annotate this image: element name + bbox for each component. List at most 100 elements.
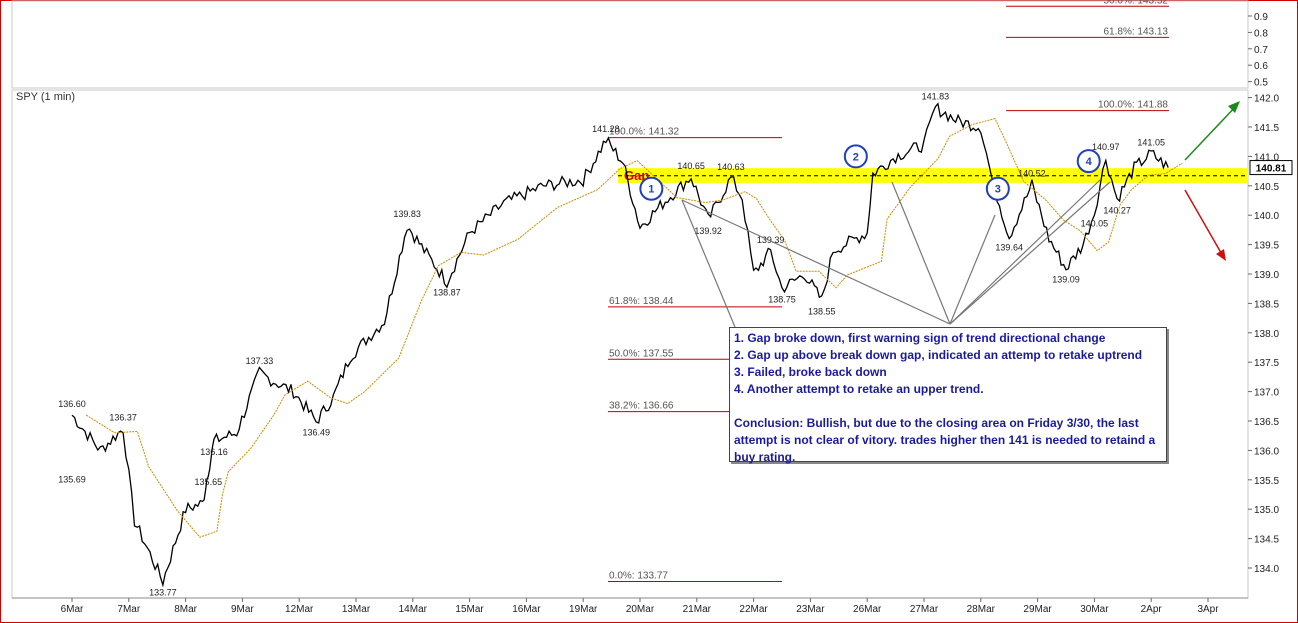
marker-number: 1 xyxy=(648,184,654,196)
fib-level-label: 100.0%: 141.88 xyxy=(1098,100,1168,111)
x-tick-label: 8Mar xyxy=(174,604,197,615)
y-tick-label-upper: 0.8 xyxy=(1254,28,1268,39)
y-tick-label: 139.0 xyxy=(1254,270,1279,281)
x-tick-label: 9Mar xyxy=(231,604,254,615)
fib-level-label: 61.8%: 138.44 xyxy=(609,296,674,307)
x-tick-label: 13Mar xyxy=(342,604,371,615)
y-tick-label: 136.0 xyxy=(1254,446,1279,457)
x-tick-label: 15Mar xyxy=(455,604,484,615)
annotation-pointer xyxy=(949,179,1101,325)
price-label: 140.65 xyxy=(677,161,705,171)
price-label: 140.05 xyxy=(1081,218,1109,228)
y-tick-label: 138.0 xyxy=(1254,329,1279,340)
price-label: 140.97 xyxy=(1092,142,1120,152)
y-tick-label: 141.5 xyxy=(1254,123,1279,134)
price-label: 135.65 xyxy=(195,477,223,487)
price-label: 140.27 xyxy=(1103,205,1131,215)
annotation-pointer xyxy=(891,181,951,325)
x-tick-label: 7Mar xyxy=(117,604,140,615)
moving-average-line xyxy=(85,118,1183,538)
note-spacer xyxy=(734,398,1162,415)
fib-level-label: 38.2%: 136.66 xyxy=(609,401,674,412)
note-line-4: 4. Another attempt to retake an upper tr… xyxy=(734,382,984,396)
x-tick-label: 21Mar xyxy=(683,604,712,615)
price-label: 133.77 xyxy=(149,588,177,598)
y-tick-label: 141.0 xyxy=(1254,152,1279,163)
price-label: 139.83 xyxy=(393,209,421,219)
x-tick-label: 29Mar xyxy=(1023,604,1052,615)
marker-number: 3 xyxy=(995,184,1001,196)
marker-circle xyxy=(843,144,868,169)
y-tick-label: 138.5 xyxy=(1254,299,1279,310)
price-series-line xyxy=(71,102,1169,588)
marker-circle xyxy=(1076,149,1101,174)
x-tick-label: 20Mar xyxy=(626,604,655,615)
price-label: 139.64 xyxy=(995,242,1023,252)
price-label: 136.60 xyxy=(58,399,86,409)
y-tick-label-upper: 0.9 xyxy=(1254,12,1268,23)
note-conclusion: Conclusion: Bullish, but due to the clos… xyxy=(734,416,1156,464)
x-tick-label: 26Mar xyxy=(853,604,882,615)
price-label: 140.52 xyxy=(1018,169,1046,179)
down-arrow-shaft xyxy=(1184,189,1225,259)
y-tick-label-upper: 0.6 xyxy=(1254,61,1268,72)
chart-title: SPY (1 min) xyxy=(16,91,75,103)
y-tick-label: 140.5 xyxy=(1254,182,1279,193)
price-label: 141.83 xyxy=(922,92,950,102)
fib-level-label: 50.0%: 137.55 xyxy=(609,348,674,359)
y-tick-label-upper: 0.7 xyxy=(1254,45,1268,56)
price-label: 138.55 xyxy=(808,306,836,316)
marker-circle xyxy=(985,176,1010,201)
up-arrow-head xyxy=(1228,101,1240,113)
y-tick-label-upper: 0.5 xyxy=(1254,78,1268,89)
x-tick-label: 6Mar xyxy=(61,604,84,615)
price-label: 140.63 xyxy=(717,162,745,172)
x-tick-label: 16Mar xyxy=(512,604,541,615)
price-label: 141.05 xyxy=(1137,137,1165,147)
annotation-pointer xyxy=(681,199,736,328)
note-line-1: 1. Gap broke down, first warning sign of… xyxy=(734,331,1106,345)
price-label: 135.69 xyxy=(58,475,86,485)
y-tick-label: 135.5 xyxy=(1254,476,1279,487)
x-tick-label: 12Mar xyxy=(285,604,314,615)
x-tick-label: 28Mar xyxy=(967,604,996,615)
last-price-label: 140.81 xyxy=(1256,164,1287,175)
x-tick-label: 14Mar xyxy=(399,604,428,615)
x-tick-label: 2Apr xyxy=(1141,604,1163,615)
price-label: 139.09 xyxy=(1052,275,1080,285)
note-line-2: 2. Gap up above break down gap, indicate… xyxy=(734,348,1143,362)
y-tick-label: 134.0 xyxy=(1254,564,1279,575)
y-tick-label: 139.5 xyxy=(1254,241,1279,252)
upper-panel-border xyxy=(11,0,1249,89)
price-label: 136.16 xyxy=(200,447,228,457)
x-tick-label: 23Mar xyxy=(796,604,825,615)
annotation-note-box: 1. Gap broke down, first warning sign of… xyxy=(729,327,1167,464)
marker-number: 4 xyxy=(1086,156,1093,168)
price-label: 136.49 xyxy=(302,428,330,438)
marker-circle xyxy=(639,176,664,201)
down-arrow-head xyxy=(1216,249,1226,261)
price-label: 141.28 xyxy=(592,124,620,134)
fib-level-label: 50.0%: 143.52 xyxy=(1104,0,1169,6)
y-tick-label: 137.5 xyxy=(1254,358,1279,369)
y-tick-label: 134.5 xyxy=(1254,535,1279,546)
note-line-3: 3. Failed, broke back down xyxy=(734,365,887,379)
y-tick-label: 136.5 xyxy=(1254,417,1279,428)
fib-level-label: 61.8%: 143.13 xyxy=(1104,26,1169,37)
x-tick-label: 22Mar xyxy=(739,604,768,615)
y-tick-label: 140.0 xyxy=(1254,211,1279,222)
y-tick-label: 137.0 xyxy=(1254,388,1279,399)
annotation-pointer xyxy=(681,199,951,325)
price-label: 139.39 xyxy=(757,235,785,245)
y-tick-label: 142.0 xyxy=(1254,94,1279,105)
price-label: 137.33 xyxy=(246,356,274,366)
x-tick-label: 3Apr xyxy=(1197,604,1219,615)
gap-label: Gap xyxy=(624,168,649,183)
x-tick-label: 19Mar xyxy=(569,604,598,615)
last-price-badge xyxy=(1249,160,1293,176)
price-label: 139.92 xyxy=(694,226,722,236)
annotation-pointer xyxy=(949,181,1111,325)
price-label: 136.37 xyxy=(109,413,137,423)
annotation-pointer xyxy=(949,214,996,325)
